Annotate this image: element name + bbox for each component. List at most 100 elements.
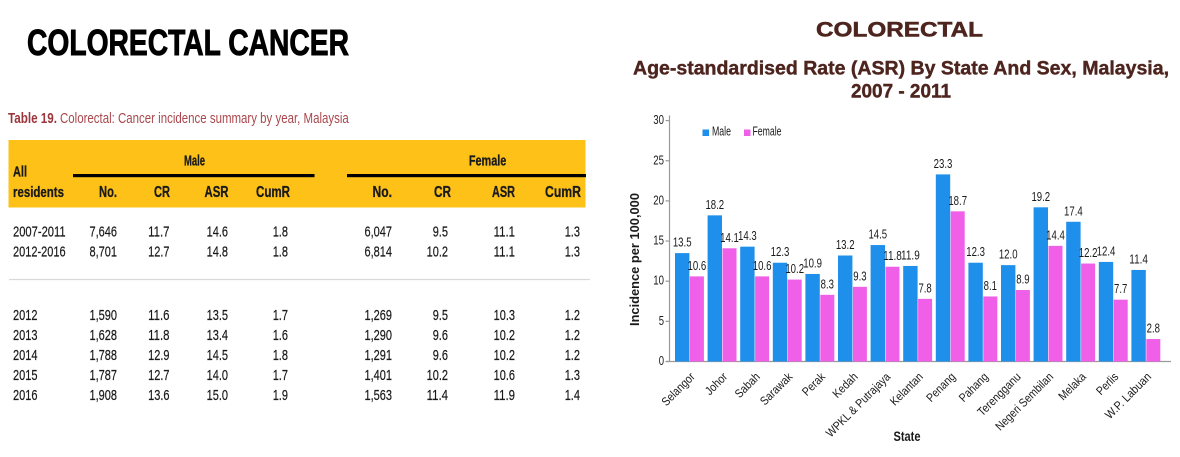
svg-text:14.0: 14.0 bbox=[207, 367, 228, 384]
svg-text:1,291: 1,291 bbox=[365, 347, 393, 364]
svg-text:1.8: 1.8 bbox=[273, 224, 288, 241]
svg-text:15: 15 bbox=[653, 233, 664, 248]
svg-text:10.2: 10.2 bbox=[427, 244, 448, 261]
svg-text:7.8: 7.8 bbox=[918, 280, 931, 295]
svg-text:11.1: 11.1 bbox=[494, 244, 515, 261]
svg-text:residents: residents bbox=[13, 184, 64, 201]
svg-text:1,908: 1,908 bbox=[90, 387, 118, 404]
svg-text:1.2: 1.2 bbox=[565, 307, 580, 324]
svg-text:1.3: 1.3 bbox=[565, 244, 580, 261]
svg-text:Age-standardised Rate (ASR) By: Age-standardised Rate (ASR) By State And… bbox=[633, 59, 1169, 80]
svg-text:8,701: 8,701 bbox=[90, 244, 118, 261]
svg-text:8.9: 8.9 bbox=[1016, 272, 1029, 287]
svg-text:2016: 2016 bbox=[13, 387, 38, 404]
svg-text:COLORECTAL CANCER: COLORECTAL CANCER bbox=[27, 22, 349, 63]
svg-text:1.2: 1.2 bbox=[565, 347, 580, 364]
svg-text:9.5: 9.5 bbox=[433, 307, 448, 324]
svg-text:11.8: 11.8 bbox=[148, 327, 169, 344]
svg-text:1,590: 1,590 bbox=[90, 307, 118, 324]
svg-text:11.4: 11.4 bbox=[427, 387, 448, 404]
svg-text:8.1: 8.1 bbox=[984, 278, 997, 293]
svg-text:14.8: 14.8 bbox=[207, 244, 228, 261]
svg-text:13.5: 13.5 bbox=[207, 307, 228, 324]
svg-text:11.9: 11.9 bbox=[494, 387, 515, 404]
svg-text:Female: Female bbox=[469, 153, 507, 170]
svg-text:ASR: ASR bbox=[492, 184, 515, 201]
svg-text:14.5: 14.5 bbox=[868, 227, 887, 242]
svg-text:12.3: 12.3 bbox=[966, 244, 985, 259]
svg-text:10.2: 10.2 bbox=[427, 367, 448, 384]
svg-text:2007 - 2011: 2007 - 2011 bbox=[851, 82, 951, 103]
svg-text:9.6: 9.6 bbox=[433, 347, 448, 364]
svg-text:2012-2016: 2012-2016 bbox=[13, 244, 66, 261]
svg-text:1.7: 1.7 bbox=[273, 307, 288, 324]
svg-text:1.3: 1.3 bbox=[565, 224, 580, 241]
svg-text:13.5: 13.5 bbox=[673, 235, 692, 250]
svg-text:7.7: 7.7 bbox=[1114, 281, 1127, 296]
svg-text:9.6: 9.6 bbox=[433, 327, 448, 344]
svg-text:10: 10 bbox=[653, 273, 664, 288]
svg-text:6,047: 6,047 bbox=[365, 224, 393, 241]
svg-text:11.8: 11.8 bbox=[883, 248, 902, 263]
svg-text:12.7: 12.7 bbox=[148, 244, 169, 261]
svg-text:12.9: 12.9 bbox=[148, 347, 169, 364]
svg-text:1.8: 1.8 bbox=[273, 244, 288, 261]
svg-text:2015: 2015 bbox=[13, 367, 38, 384]
svg-text:9.5: 9.5 bbox=[433, 224, 448, 241]
svg-text:12.4: 12.4 bbox=[1097, 243, 1116, 258]
svg-text:19.2: 19.2 bbox=[1031, 189, 1050, 204]
svg-text:2007-2011: 2007-2011 bbox=[13, 224, 66, 241]
svg-text:1.6: 1.6 bbox=[273, 327, 288, 344]
svg-text:10.6: 10.6 bbox=[688, 258, 707, 273]
svg-text:7,646: 7,646 bbox=[90, 224, 118, 241]
svg-text:14.1: 14.1 bbox=[720, 230, 739, 245]
svg-text:CR: CR bbox=[434, 184, 451, 201]
svg-text:Colorectal: Cancer incidence s: Colorectal: Cancer incidence summary by … bbox=[60, 110, 349, 127]
svg-text:10.2: 10.2 bbox=[494, 327, 515, 344]
svg-text:12.2: 12.2 bbox=[1079, 245, 1098, 260]
svg-text:CumR: CumR bbox=[545, 184, 581, 201]
svg-text:17.4: 17.4 bbox=[1064, 203, 1083, 218]
svg-text:10.2: 10.2 bbox=[494, 347, 515, 364]
svg-text:2013: 2013 bbox=[13, 327, 38, 344]
svg-text:0: 0 bbox=[659, 353, 664, 368]
svg-text:12.0: 12.0 bbox=[999, 247, 1018, 262]
svg-text:All: All bbox=[13, 164, 27, 181]
svg-text:14.5: 14.5 bbox=[207, 347, 228, 364]
svg-text:1,628: 1,628 bbox=[90, 327, 118, 344]
svg-text:2.8: 2.8 bbox=[1147, 321, 1160, 336]
svg-text:1.7: 1.7 bbox=[273, 367, 288, 384]
svg-text:COLORECTAL: COLORECTAL bbox=[816, 19, 983, 42]
svg-text:11.7: 11.7 bbox=[148, 224, 169, 241]
svg-text:10.2: 10.2 bbox=[785, 261, 804, 276]
svg-text:1.8: 1.8 bbox=[273, 347, 288, 364]
svg-text:8.3: 8.3 bbox=[821, 276, 834, 291]
svg-text:1,563: 1,563 bbox=[365, 387, 393, 404]
svg-text:10.6: 10.6 bbox=[753, 258, 772, 273]
svg-text:2014: 2014 bbox=[13, 347, 38, 364]
svg-text:15.0: 15.0 bbox=[207, 387, 228, 404]
svg-text:CumR: CumR bbox=[256, 184, 290, 201]
svg-text:No.: No. bbox=[99, 184, 117, 201]
svg-text:Male: Male bbox=[184, 153, 205, 170]
svg-text:1,787: 1,787 bbox=[90, 367, 118, 384]
svg-text:5: 5 bbox=[659, 313, 664, 328]
svg-text:ASR: ASR bbox=[205, 184, 229, 201]
svg-text:10.3: 10.3 bbox=[494, 307, 515, 324]
svg-text:10.6: 10.6 bbox=[494, 367, 515, 384]
svg-text:13.6: 13.6 bbox=[148, 387, 169, 404]
svg-text:1.3: 1.3 bbox=[565, 367, 580, 384]
svg-text:No.: No. bbox=[373, 184, 393, 201]
svg-text:1,788: 1,788 bbox=[90, 347, 118, 364]
svg-text:1,290: 1,290 bbox=[365, 327, 393, 344]
svg-text:12.3: 12.3 bbox=[771, 244, 790, 259]
svg-text:Table 19.: Table 19. bbox=[8, 110, 57, 127]
svg-text:20: 20 bbox=[653, 192, 664, 207]
svg-text:1,401: 1,401 bbox=[365, 367, 393, 384]
svg-text:11.6: 11.6 bbox=[148, 307, 169, 324]
svg-text:1.4: 1.4 bbox=[565, 387, 580, 404]
svg-text:Male: Male bbox=[712, 125, 731, 139]
svg-text:12.7: 12.7 bbox=[148, 367, 169, 384]
svg-text:CR: CR bbox=[154, 184, 170, 201]
svg-text:2012: 2012 bbox=[13, 307, 38, 324]
